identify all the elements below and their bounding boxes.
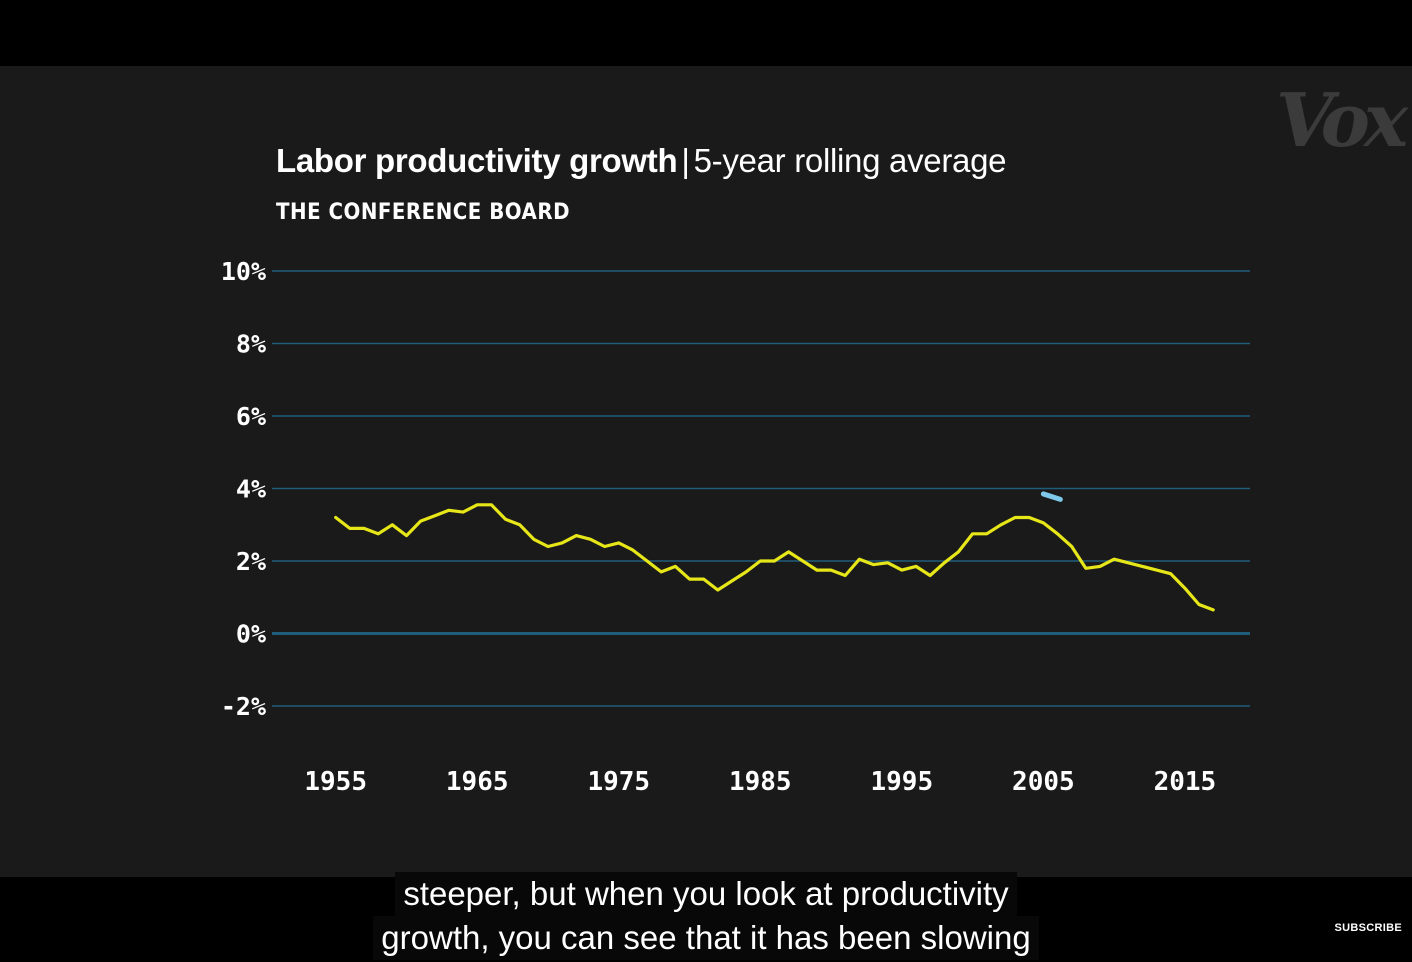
x-tick-label: 1965	[446, 767, 509, 797]
y-tick-label: -2%	[221, 692, 266, 721]
title-separator: |	[681, 142, 690, 179]
y-tick-label: 10%	[221, 257, 266, 286]
gridlines	[272, 270, 1250, 707]
y-tick-label: 6%	[236, 402, 266, 431]
vox-logo: Vox	[1276, 78, 1408, 164]
y-tick-label: 2%	[236, 547, 266, 576]
chart-subtitle: 5-year rolling average	[693, 142, 1007, 179]
caption: steeper, but when you look at productivi…	[0, 872, 1412, 960]
x-tick-label: 2005	[1012, 767, 1075, 797]
x-tick-label: 2015	[1154, 767, 1217, 797]
markers	[1040, 491, 1063, 502]
chart: 10% 8% 6% 4% 2% 0% -2% 1955 1965 1975 1985 1995 200…	[221, 257, 1250, 797]
y-tick-label: 0%	[236, 620, 266, 649]
chart-title: Labor productivity growth | 5-year rolling…	[276, 142, 1006, 180]
y-tick-label: 4%	[236, 475, 266, 504]
x-tick-label: 1975	[587, 767, 650, 797]
video-frame: 10% 8% 6% 4% 2% 0% -2% 1955 1965 1975 1985 1995 200…	[0, 66, 1412, 877]
x-axis-labels: 1955 1965 1975 1985 1995 2005 2015	[304, 767, 1216, 797]
x-tick-label: 1995	[871, 767, 934, 797]
x-tick-label: 1985	[729, 767, 792, 797]
subscribe-button[interactable]: SUBSCRIBE	[1334, 922, 1402, 934]
y-axis-labels: 10% 8% 6% 4% 2% 0% -2%	[221, 257, 266, 721]
caption-line-2: growth, you can see that it has been slo…	[373, 916, 1039, 960]
series	[334, 503, 1215, 612]
y-tick-label: 8%	[236, 330, 266, 359]
series-line	[334, 503, 1215, 612]
chart-title-main: Labor productivity growth	[276, 142, 678, 179]
highlight-marker	[1040, 491, 1063, 502]
chart-source: THE CONFERENCE BOARD	[276, 200, 571, 225]
caption-line-1: steeper, but when you look at productivi…	[395, 872, 1017, 916]
x-tick-label: 1955	[304, 767, 367, 797]
